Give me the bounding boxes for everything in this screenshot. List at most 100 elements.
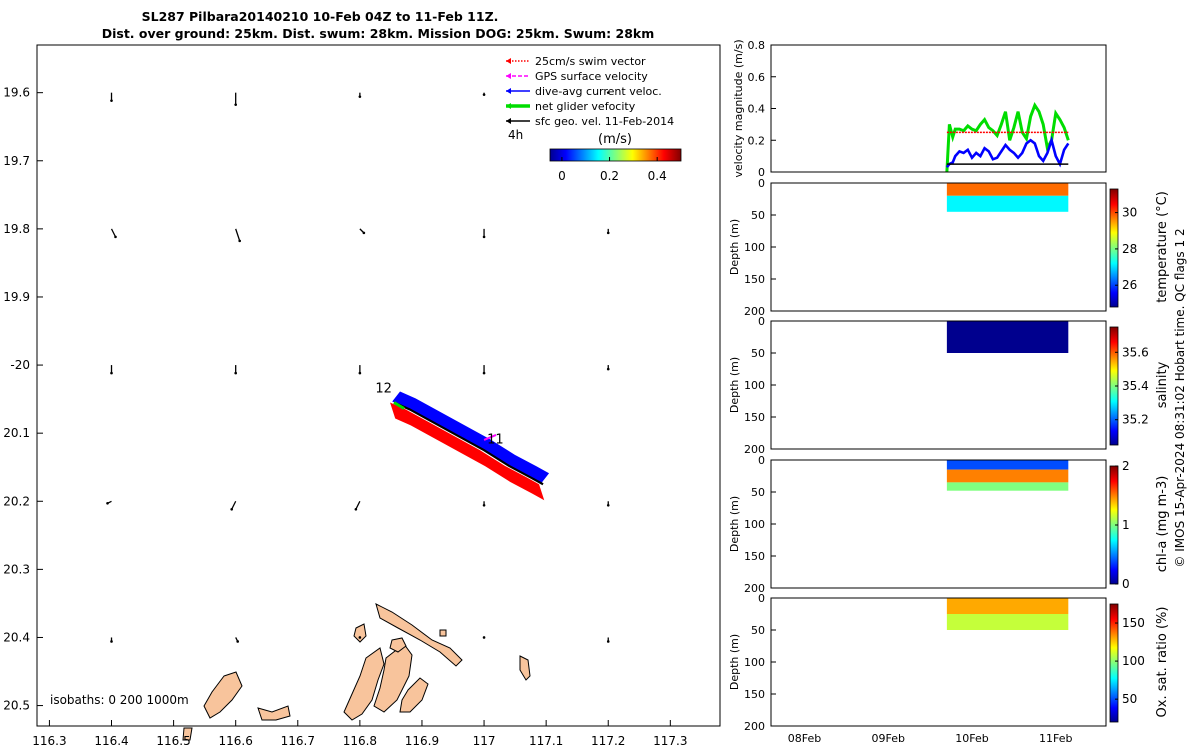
land-polygons [182,603,531,741]
geo-arrow-head [110,371,113,375]
geo-arrow [355,500,361,510]
map-x-tick-label: 116.8 [343,734,377,748]
legend-label: GPS surface velocity [535,70,648,83]
map-x-tick-label: 116.5 [156,734,190,748]
geo-arrow-head [606,640,610,643]
depth-tick-label: 50 [751,486,765,499]
depth-tick-label: 200 [744,305,765,318]
depth-tick-label: 150 [744,273,765,286]
section-colorbar-tick: 2 [1122,459,1130,473]
depth-tick-label: 0 [758,177,765,190]
map-y-tick-label: 19.9 [3,290,30,304]
depth-tick-label: 150 [744,688,765,701]
map-x-ticks: 116.3 116.4 116.5 116.6 116.7 116.8 116.9 117 11… [32,720,688,748]
map-panel: 116.3 116.4 116.5 116.6 116.7 116.8 116.9 117 11… [3,44,721,748]
section-panel-chla: 0 50 100 150 200 Depth (m) 0 1 2 chl-a (mg m-3) [728,454,1170,595]
section-colorbar-tick: 35.2 [1122,413,1149,427]
colorbar-tick-label: 0.2 [600,169,619,183]
velocity-series-line [945,102,1070,173]
depth-tick-label: 50 [751,624,765,637]
section-colorbar-tick: 0 [1122,577,1130,591]
geo-arrow-head [230,507,233,511]
isobath-label: isobaths: 0 200 1000m [50,693,189,707]
depth-tick-label: 0 [758,315,765,328]
legend-label: dive-avg current veloc. [535,85,662,98]
geo-arrow [231,500,237,510]
legend: 25cm/s swim vector GPS surface velocity di… [506,55,674,128]
map-x-tick-label: 116.7 [281,734,315,748]
section-fill [946,469,1069,483]
section-fill [946,195,1069,212]
geo-arrow-head [482,93,486,96]
depth-tick-label: 150 [744,550,765,563]
map-x-tick-label: 116.9 [405,734,439,748]
section-colorbar-label: salinity [1155,361,1170,408]
depth-tick-label: 200 [744,582,765,595]
geo-arrow [235,228,241,242]
legend-arrowhead [506,73,511,79]
time-tick-label: 10Feb [955,732,988,745]
depth-tick-label: 0 [758,592,765,605]
depth-axis-label: Depth (m) [728,357,741,413]
legend-arrowhead [506,103,511,109]
glider-track [390,391,550,501]
geo-arrow-head [482,235,486,239]
section-colorbar [1109,188,1119,308]
map-y-tick-label: -20 [10,358,30,372]
geo-arrow-head [606,367,610,371]
current-vectors [392,391,550,484]
legend-label: 25cm/s swim vector [535,55,646,68]
map-y-tick-label: 20.1 [3,426,30,440]
geo-arrow-head [106,501,109,505]
velocity-y-tick-label: 0 [758,166,765,179]
credit-text: © IMOS 15-Apr-2024 08:31:02 Hobart time.… [1173,228,1187,567]
map-y-tick-label: 20.2 [3,494,30,508]
colorbar-tick-label: 0.4 [648,169,667,183]
map-y-tick-label: 19.6 [3,86,30,100]
section-fill [946,598,1069,614]
section-colorbar-tick: 50 [1122,692,1137,706]
annotation-12: 12 [375,381,392,396]
map-x-tick-label: 117.1 [529,734,563,748]
map-y-ticks: 19.6 19.7 19.8 19.9 -20 20.1 20.2 20.3 20.4 20.5 [3,86,43,713]
geo-arrow-head [234,371,237,375]
map-y-tick-label: 20.4 [3,630,30,644]
velocity-y-tick-label: 0.6 [748,71,766,84]
geo-arrow-head [114,235,117,239]
geo-arrow-head [358,95,362,98]
section-colorbar-tick: 100 [1122,654,1145,668]
track-line [393,401,544,486]
geo-arrow-head [358,371,362,375]
section-colorbar-tick: 150 [1122,616,1145,630]
geo-arrow-head [234,103,237,106]
section-fill [946,482,1069,491]
section-fill [946,460,1069,470]
section-colorbar-tick: 35.4 [1122,379,1149,393]
depth-tick-label: 50 [751,209,765,222]
colorbar [549,148,682,162]
section-panel-temperature: 0 50 100 150 200 Depth (m) 26 28 30 temperature (… [728,177,1170,318]
geo-arrow [110,228,117,238]
velocity-series-line [945,135,1070,169]
depth-tick-label: 100 [744,379,765,392]
geo-arrow-head [362,231,366,235]
geo-arrow-head [606,91,610,94]
map-y-tick-label: 20.5 [3,699,30,713]
geo-arrow-head [354,507,358,511]
map-x-tick-label: 117.3 [653,734,687,748]
depth-axis-label: Depth (m) [728,496,741,552]
section-colorbar-tick: 30 [1122,206,1137,220]
section-colorbar-tick: 35.6 [1122,345,1149,359]
depth-tick-label: 200 [744,443,765,456]
net-velocity-mark [393,401,405,410]
annotation-11: 11 [487,432,504,447]
depth-tick-label: 50 [751,347,765,360]
chart-title: SL287 Pilbara20140210 10-Feb 04Z to 11-F… [142,9,499,24]
section-colorbar-tick: 28 [1122,242,1137,256]
velocity-y-tick-label: 0.2 [748,134,766,147]
geo-arrow-head [236,640,239,643]
geo-arrow-head [110,99,113,102]
depth-tick-label: 100 [744,656,765,669]
